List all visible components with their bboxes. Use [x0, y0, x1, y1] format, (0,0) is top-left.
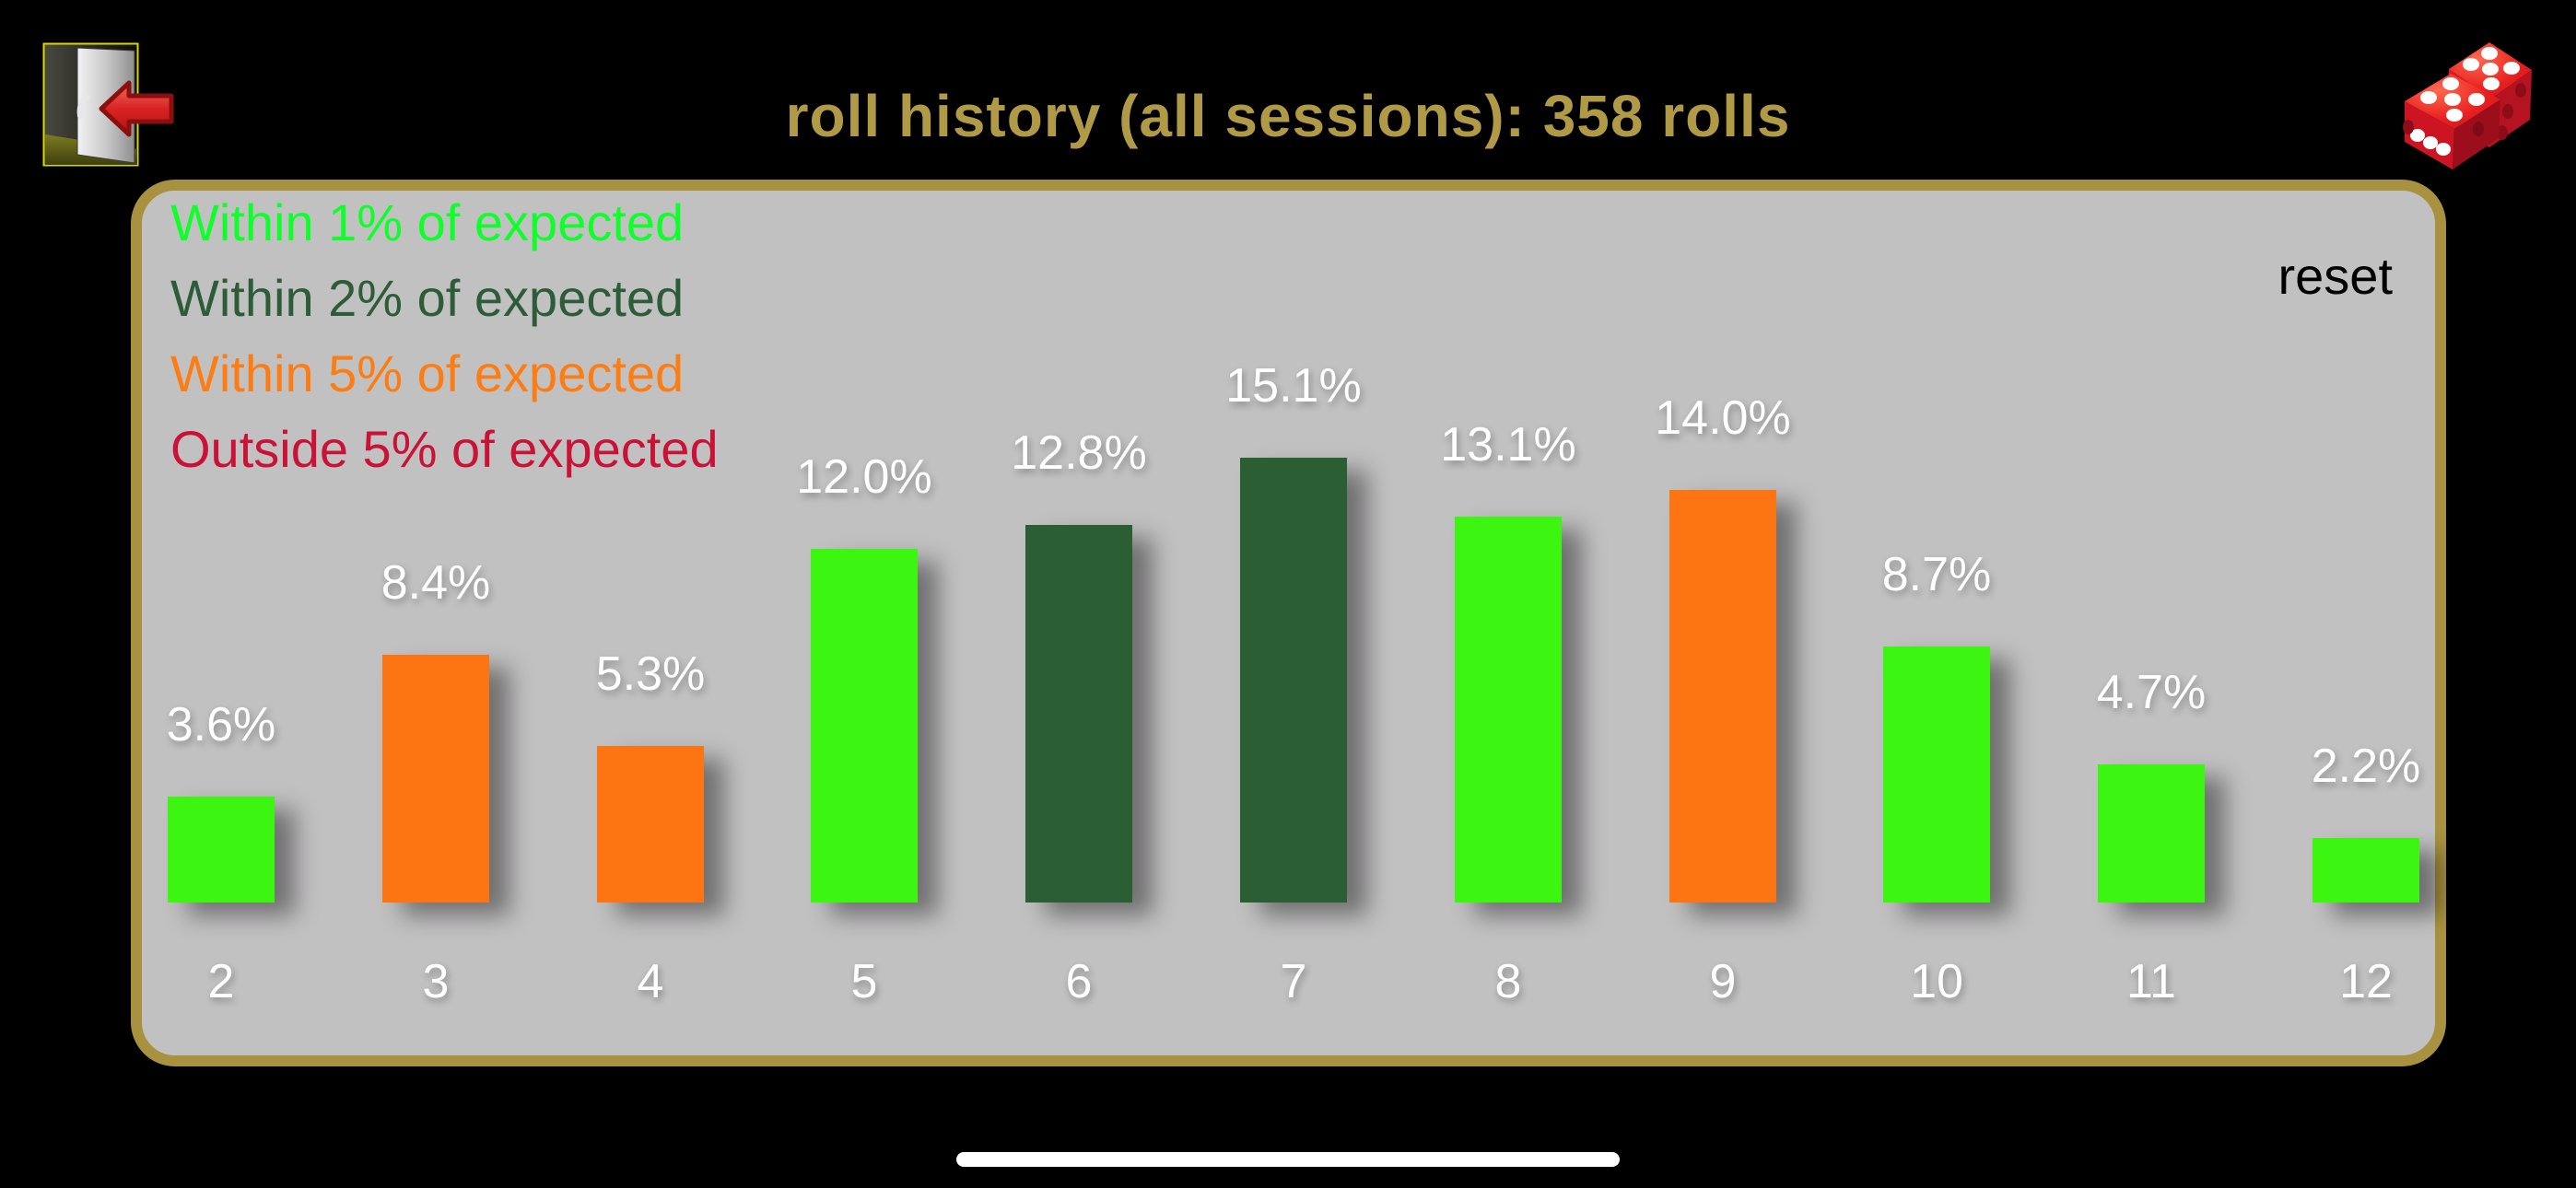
bar-category-label: 11 — [2126, 955, 2176, 1008]
legend-item: Within 5% of expected — [170, 344, 685, 402]
bar-category-label: 6 — [1065, 955, 1093, 1008]
bar-value-label: 14.0% — [1655, 391, 1791, 445]
bar-value-label: 8.4% — [381, 556, 491, 610]
exit-button[interactable] — [42, 42, 181, 171]
legend-item: Within 2% of expected — [170, 269, 685, 327]
reset-button[interactable]: reset — [2277, 247, 2394, 305]
bar-3 — [382, 655, 489, 903]
bar-category-label: 2 — [207, 955, 235, 1008]
bar-value-label: 5.3% — [595, 647, 706, 701]
bar-5 — [811, 549, 918, 903]
bar-value-label: 12.8% — [1011, 426, 1147, 480]
bar-category-label: 8 — [1494, 955, 1522, 1008]
bar-value-label: 2.2% — [2311, 740, 2421, 793]
bar-value-label: 12.0% — [796, 450, 932, 504]
chart-panel: Within 1% of expected Within 2% of expect… — [131, 180, 2446, 1066]
legend-item: Within 1% of expected — [170, 193, 685, 251]
legend-item: Outside 5% of expected — [170, 420, 719, 478]
exit-door-icon — [42, 42, 181, 174]
bar-11 — [2098, 764, 2205, 903]
bar-4 — [597, 746, 704, 903]
bar-6 — [1025, 525, 1132, 903]
legend: Within 1% of expected Within 2% of expect… — [170, 185, 719, 487]
bar-10 — [1883, 646, 1990, 903]
bar-value-label: 13.1% — [1440, 418, 1576, 472]
bar-category-label: 3 — [422, 955, 450, 1008]
bar-value-label: 4.7% — [2096, 666, 2207, 719]
page-title: roll history (all sessions): 358 rolls — [785, 83, 1791, 149]
home-indicator[interactable] — [956, 1152, 1620, 1167]
die-bottom-left — [2403, 74, 2500, 169]
dice-icon — [2394, 17, 2550, 175]
bar-value-label: 8.7% — [1881, 548, 1992, 601]
bar-value-label: 15.1% — [1225, 359, 1362, 413]
bar-7 — [1240, 458, 1347, 903]
bar-9 — [1669, 490, 1776, 903]
bar-category-label: 12 — [2339, 955, 2393, 1008]
bar-category-label: 4 — [637, 955, 664, 1008]
bar-value-label: 3.6% — [166, 698, 276, 751]
bar-category-label: 9 — [1709, 955, 1737, 1008]
bar-category-label: 10 — [1910, 955, 1963, 1008]
bar-category-label: 5 — [850, 955, 878, 1008]
bar-12 — [2313, 838, 2419, 903]
bar-8 — [1455, 517, 1562, 903]
bar-2 — [168, 797, 275, 903]
bar-chart: 3.6% 2 8.4% 3 5.3% 4 12.0% 5 12.8% 6 15.1% 7 13.1% 8 1… — [142, 191, 2435, 1055]
bar-category-label: 7 — [1280, 955, 1307, 1008]
